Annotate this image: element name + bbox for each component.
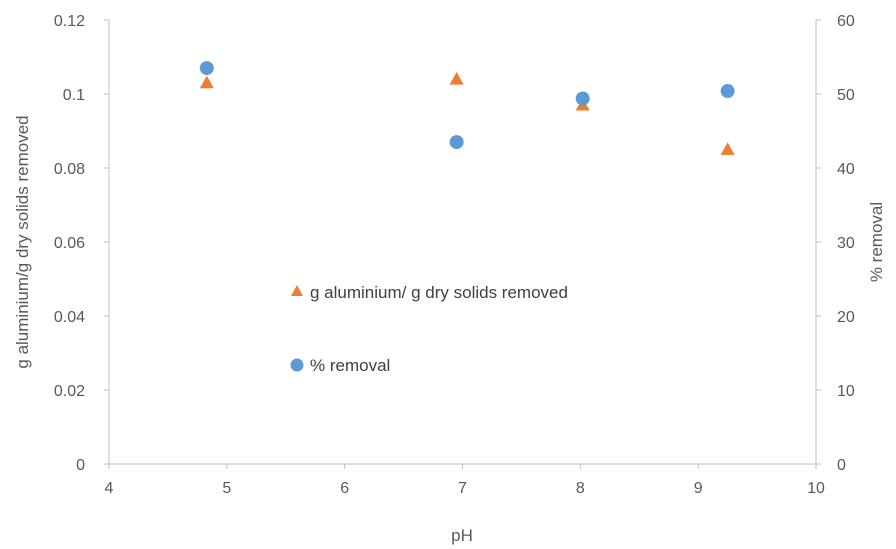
x-axis-title: pH	[451, 526, 473, 545]
y2-ticks: 0 10 20 30 40 50 60	[816, 13, 855, 474]
y2-tick-label: 30	[837, 235, 855, 252]
y-tick-label: 0.04	[54, 309, 85, 326]
y-tick-label: 0.06	[54, 235, 85, 252]
y2-tick-label: 60	[837, 13, 855, 30]
x-tick-label: 9	[694, 480, 703, 497]
x-tick-label: 7	[458, 480, 467, 497]
y-tick-label: 0.12	[54, 13, 85, 30]
y2-tick-label: 20	[837, 309, 855, 326]
circle-point	[720, 84, 735, 99]
legend-triangle-marker	[291, 285, 303, 296]
x-tick-label: 5	[222, 480, 231, 497]
y-axis-title: g aluminium/g dry solids removed	[13, 115, 32, 368]
circle-point	[449, 135, 464, 150]
legend-label-aluminium: g aluminium/ g dry solids removed	[310, 283, 568, 302]
legend-item-aluminium: g aluminium/ g dry solids removed	[291, 283, 568, 302]
y-tick-label: 0.02	[54, 383, 85, 400]
y2-axis-title: % removal	[867, 202, 886, 282]
x-tick-label: 4	[105, 480, 114, 497]
data-points	[199, 61, 735, 155]
x-tick-label: 10	[807, 480, 825, 497]
circle-point	[199, 61, 214, 76]
triangle-point	[720, 142, 735, 155]
x-ticks: 4 5 6 7 8 9 10	[105, 464, 825, 497]
y2-tick-label: 40	[837, 161, 855, 178]
axes	[108, 20, 817, 465]
x-tick-label: 6	[340, 480, 349, 497]
y-ticks: 0 0.02 0.04 0.06 0.08 0.1 0.12	[54, 13, 109, 474]
legend: g aluminium/ g dry solids removed % remo…	[290, 283, 568, 375]
triangle-point	[199, 75, 214, 89]
legend-item-removal: % removal	[290, 356, 390, 375]
circle-point	[575, 91, 590, 106]
y2-tick-label: 10	[837, 383, 855, 400]
x-tick-label: 8	[576, 480, 585, 497]
y-tick-label: 0.1	[63, 87, 85, 104]
y-tick-label: 0	[76, 457, 85, 474]
y2-tick-label: 50	[837, 87, 855, 104]
y2-tick-label: 0	[837, 457, 846, 474]
legend-circle-marker	[290, 358, 304, 372]
y-tick-label: 0.08	[54, 161, 85, 178]
triangle-point	[449, 72, 464, 85]
legend-label-removal: % removal	[310, 356, 390, 375]
